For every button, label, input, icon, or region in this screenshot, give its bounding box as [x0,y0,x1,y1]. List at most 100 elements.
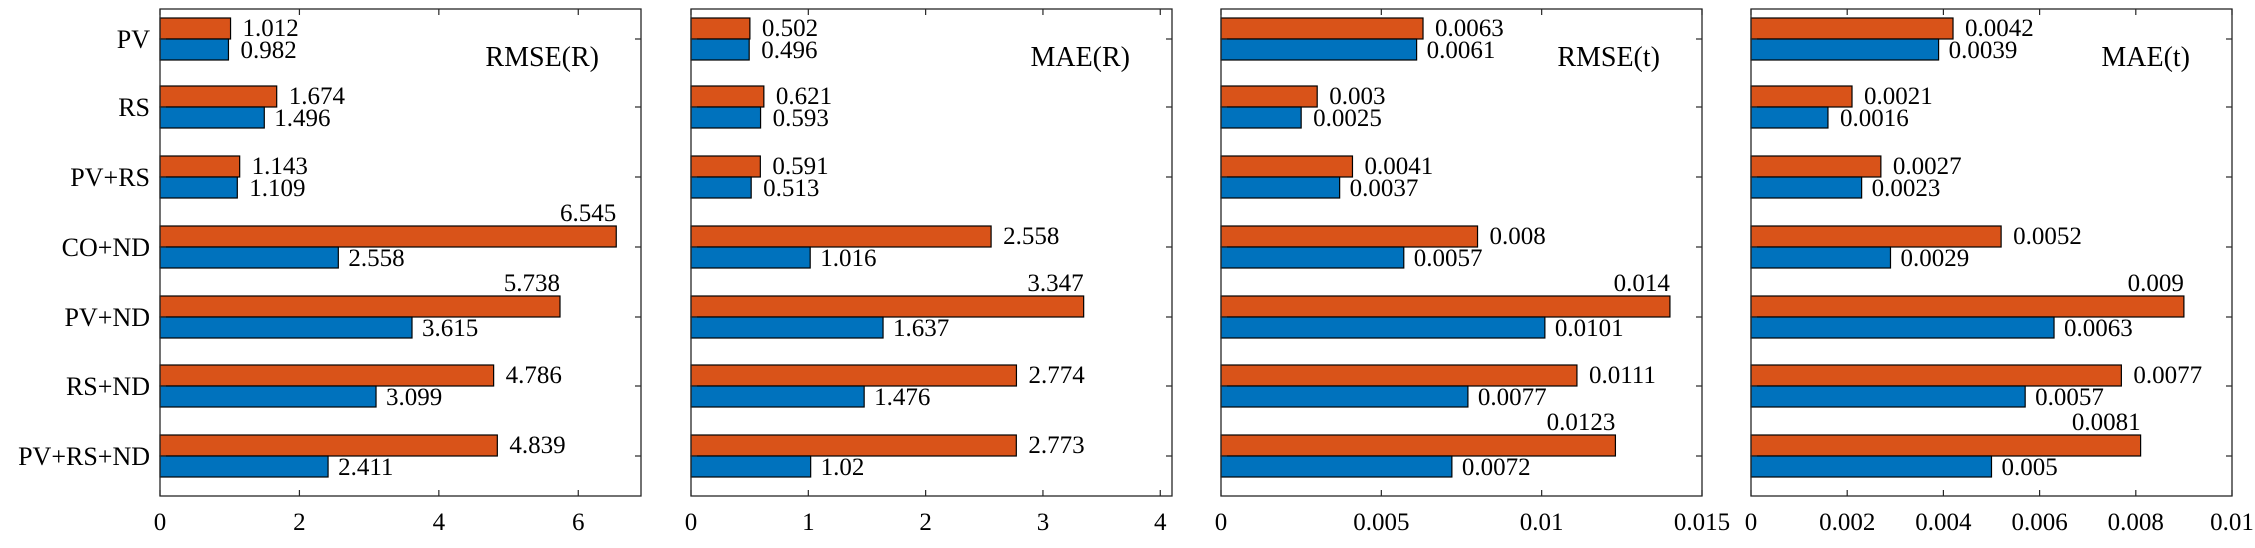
x-tick-label: 1 [802,509,815,536]
bar-blue [690,106,762,129]
value-label: 0.496 [761,37,817,64]
bar-orange [1220,155,1354,178]
value-label: 0.0063 [2064,315,2133,342]
bar-blue [159,316,413,339]
bar-blue [1750,106,1829,129]
bar-orange [159,155,241,178]
panel-title: RMSE(t) [1557,42,1660,73]
value-label: 0.0101 [1555,315,1624,342]
value-label: 0.0052 [2013,223,2082,250]
value-label: 0.0041 [1364,153,1433,180]
x-tick-label: 0.01 [2210,509,2254,536]
value-label: 0.005 [2002,454,2058,481]
value-label: 0.0057 [1414,245,1483,272]
x-tick-label: 6 [572,509,585,536]
value-label: 0.591 [772,153,828,180]
x-tick-label: 0.01 [1520,509,1564,536]
bar-blue [159,176,238,199]
bar-blue [690,38,750,61]
bar-orange [1220,85,1318,108]
value-label: 0.0021 [1864,83,1933,110]
bar-blue [1750,455,1993,478]
axes-box [1220,8,1703,497]
category-label: PV+ND [65,303,150,332]
bar-blue [1220,176,1341,199]
bar-blue [690,246,811,269]
bar-orange [690,17,751,40]
value-label: 1.496 [274,105,330,132]
bar-orange [1750,364,2122,387]
category-label: PV+RS [70,163,150,192]
value-label: 1.02 [821,454,865,481]
value-label: 0.003 [1329,83,1385,110]
bar-blue [1220,316,1546,339]
x-tick-label: 0 [1215,509,1228,536]
value-label: 0.0037 [1350,175,1419,202]
bar-blue [159,106,265,129]
value-label: 0.0063 [1435,15,1504,42]
value-label: 6.545 [560,200,616,227]
bar-orange [159,295,561,318]
panel-title: MAE(R) [1030,42,1130,73]
x-tick-label: 4 [1154,509,1167,536]
bar-blue [1220,38,1418,61]
bar-blue [1750,176,1863,199]
category-label: RS [118,93,150,122]
bar-orange [159,434,498,457]
value-label: 0.621 [776,83,832,110]
axes-box [1750,8,2233,497]
bar-orange [1750,85,1853,108]
value-label: 0.014 [1614,270,1671,297]
bar-orange [1220,17,1424,40]
value-label: 1.476 [874,384,930,411]
bar-orange [159,364,495,387]
bar-blue [1750,385,2026,408]
value-label: 0.0061 [1427,37,1496,64]
x-tick-label: 2 [293,509,306,536]
value-label: 0.593 [773,105,829,132]
value-label: 0.982 [240,37,296,64]
value-label: 0.502 [762,15,818,42]
value-label: 0.0077 [2133,362,2202,389]
panel-title: RMSE(R) [485,42,599,73]
bar-blue [159,246,339,269]
bar-blue [690,176,752,199]
bar-orange [1750,295,2185,318]
bar-orange [690,364,1018,387]
value-label: 0.008 [1490,223,1546,250]
bar-orange [1220,434,1617,457]
bar-orange [690,85,765,108]
x-tick-label: 4 [433,509,446,536]
value-label: 0.0025 [1313,105,1382,132]
value-label: 0.0077 [1478,384,1547,411]
axes-box [159,8,642,497]
bar-orange [1220,225,1479,248]
category-label: CO+ND [62,233,150,262]
value-label: 0.513 [763,175,819,202]
bar-orange [1220,364,1578,387]
bar-blue [1220,385,1469,408]
bar-blue [1220,246,1405,269]
bar-blue [690,385,865,408]
bar-blue [159,38,230,61]
value-label: 3.615 [422,315,478,342]
bar-blue [159,385,377,408]
value-label: 2.773 [1028,432,1084,459]
bar-orange [1750,155,1882,178]
bar-blue [1220,455,1453,478]
x-tick-label: 0.002 [1819,509,1875,536]
value-label: 0.0123 [1547,409,1616,436]
category-label: PV+RS+ND [18,442,150,471]
value-label: 1.109 [249,175,305,202]
x-tick-label: 0.008 [2108,509,2164,536]
bar-blue [690,455,812,478]
bar-blue [1750,316,2055,339]
value-label: 0.0027 [1893,153,1962,180]
x-tick-label: 3 [1037,509,1050,536]
value-label: 2.558 [1003,223,1059,250]
value-label: 4.786 [506,362,562,389]
